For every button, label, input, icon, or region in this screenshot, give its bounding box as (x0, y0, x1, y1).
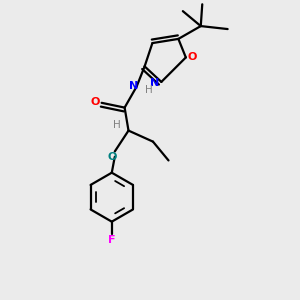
Text: O: O (90, 97, 100, 106)
Text: N: N (129, 80, 138, 91)
Text: F: F (108, 235, 116, 245)
Text: O: O (188, 52, 197, 62)
Text: N: N (150, 78, 159, 88)
Text: H: H (113, 120, 121, 130)
Text: H: H (145, 85, 153, 95)
Text: O: O (107, 152, 116, 163)
